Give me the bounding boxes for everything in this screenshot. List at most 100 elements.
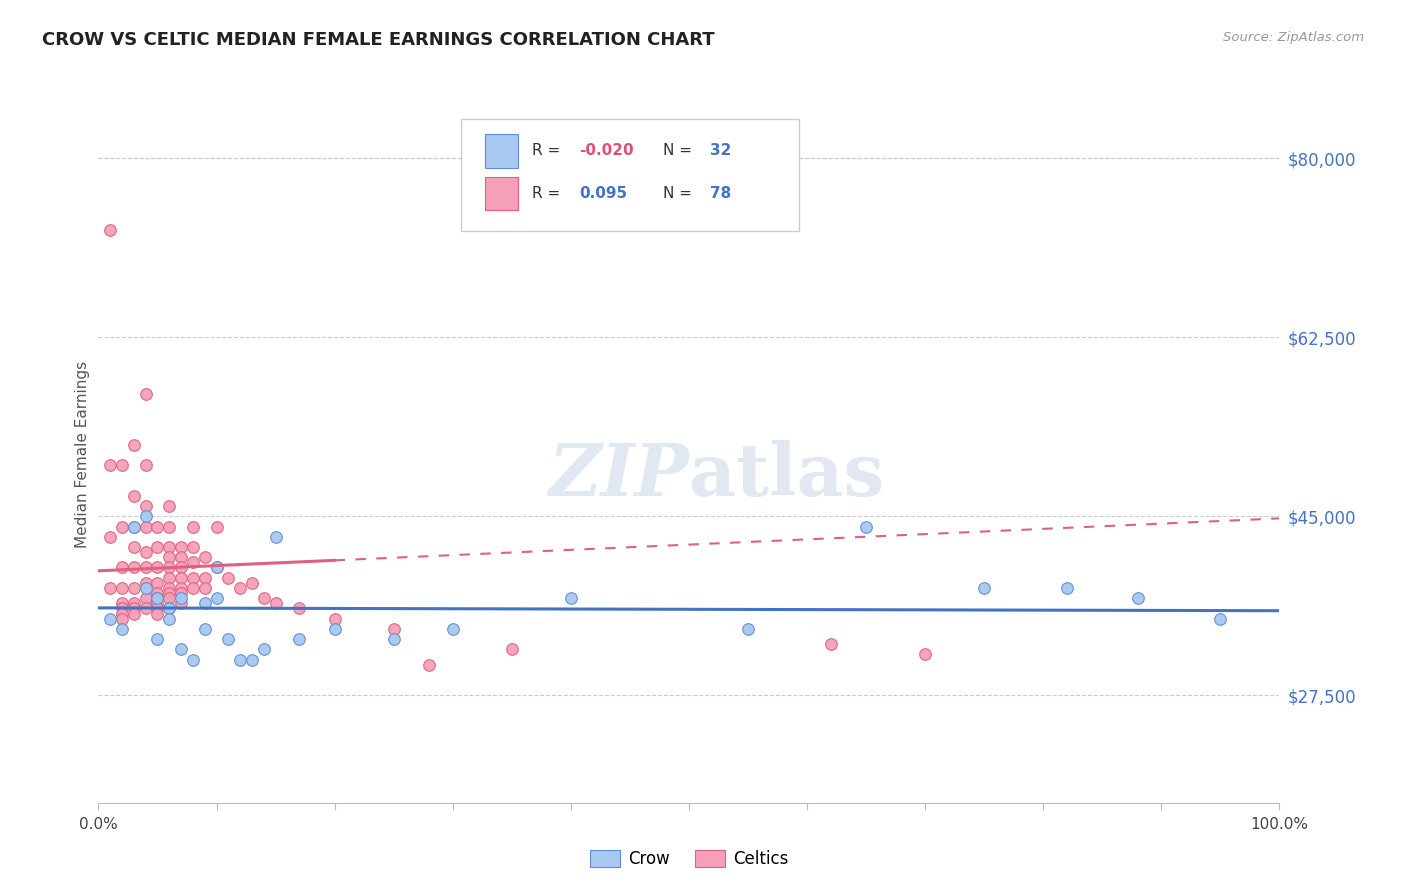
Point <box>146 519 169 533</box>
Point <box>170 540 193 554</box>
Text: 0.095: 0.095 <box>579 186 627 201</box>
Point <box>157 519 180 533</box>
Point <box>264 530 287 544</box>
Legend: Crow, Celtics: Crow, Celtics <box>583 843 794 874</box>
Point <box>157 612 180 626</box>
Text: R =: R = <box>531 186 565 201</box>
Point <box>111 596 134 610</box>
Point <box>111 560 134 574</box>
Text: CROW VS CELTIC MEDIAN FEMALE EARNINGS CORRELATION CHART: CROW VS CELTIC MEDIAN FEMALE EARNINGS CO… <box>42 31 714 49</box>
Point <box>170 642 193 657</box>
Point <box>205 519 228 533</box>
Point <box>146 596 169 610</box>
Point <box>98 581 121 595</box>
Point <box>820 637 842 651</box>
Point <box>98 458 121 472</box>
Point <box>111 458 134 472</box>
Point <box>135 545 157 559</box>
Point <box>122 489 145 503</box>
Point <box>288 632 311 646</box>
Point <box>111 581 134 595</box>
Point <box>146 591 169 606</box>
Point <box>146 591 169 606</box>
Point <box>157 586 180 600</box>
Point <box>181 555 204 569</box>
Text: 32: 32 <box>710 144 731 159</box>
Text: ZIP: ZIP <box>548 441 689 511</box>
Point <box>441 622 464 636</box>
Point <box>170 596 193 610</box>
Point <box>217 632 239 646</box>
Y-axis label: Median Female Earnings: Median Female Earnings <box>75 361 90 549</box>
Point <box>382 632 405 646</box>
Point <box>122 607 145 621</box>
FancyBboxPatch shape <box>485 177 517 210</box>
Point <box>170 586 193 600</box>
Point <box>157 581 180 595</box>
Point <box>418 657 440 672</box>
Point <box>122 519 145 533</box>
Point <box>382 622 405 636</box>
Point <box>1209 612 1232 626</box>
Point <box>98 530 121 544</box>
Point <box>170 571 193 585</box>
Text: N =: N = <box>664 144 697 159</box>
Point <box>122 560 145 574</box>
Point <box>170 581 193 595</box>
Point <box>146 560 169 574</box>
Point <box>157 601 180 615</box>
Point <box>157 550 180 565</box>
Point <box>855 519 877 533</box>
Point <box>122 519 145 533</box>
Point <box>323 612 346 626</box>
Point <box>146 586 169 600</box>
Point <box>135 499 157 513</box>
Point <box>122 581 145 595</box>
Point <box>264 596 287 610</box>
Point <box>111 601 134 615</box>
Point <box>135 591 157 606</box>
Point <box>157 560 180 574</box>
Point <box>135 601 157 615</box>
FancyBboxPatch shape <box>485 134 517 168</box>
Point <box>122 601 145 615</box>
Point <box>122 596 145 610</box>
Point <box>135 509 157 524</box>
Point <box>194 596 217 610</box>
Point <box>122 540 145 554</box>
Point <box>1056 581 1078 595</box>
Point <box>181 581 204 595</box>
Point <box>323 622 346 636</box>
Text: -0.020: -0.020 <box>579 144 634 159</box>
Point <box>157 591 180 606</box>
Point <box>146 601 169 615</box>
Text: 78: 78 <box>710 186 731 201</box>
Point <box>146 607 169 621</box>
Point <box>501 642 523 657</box>
Text: N =: N = <box>664 186 697 201</box>
Point <box>157 499 180 513</box>
Point <box>973 581 995 595</box>
Point <box>205 591 228 606</box>
Point <box>560 591 582 606</box>
Point <box>157 571 180 585</box>
Point <box>111 622 134 636</box>
Point <box>194 571 217 585</box>
Text: R =: R = <box>531 144 565 159</box>
Point <box>111 612 134 626</box>
Point <box>914 648 936 662</box>
Point <box>240 575 263 590</box>
Text: Source: ZipAtlas.com: Source: ZipAtlas.com <box>1223 31 1364 45</box>
Point <box>181 540 204 554</box>
Point <box>170 591 193 606</box>
Point <box>240 652 263 666</box>
Point <box>111 607 134 621</box>
Point <box>157 601 180 615</box>
Point <box>181 571 204 585</box>
Point <box>217 571 239 585</box>
Point <box>170 560 193 574</box>
Point <box>135 581 157 595</box>
Point <box>1126 591 1149 606</box>
Point <box>146 540 169 554</box>
Point <box>135 575 157 590</box>
